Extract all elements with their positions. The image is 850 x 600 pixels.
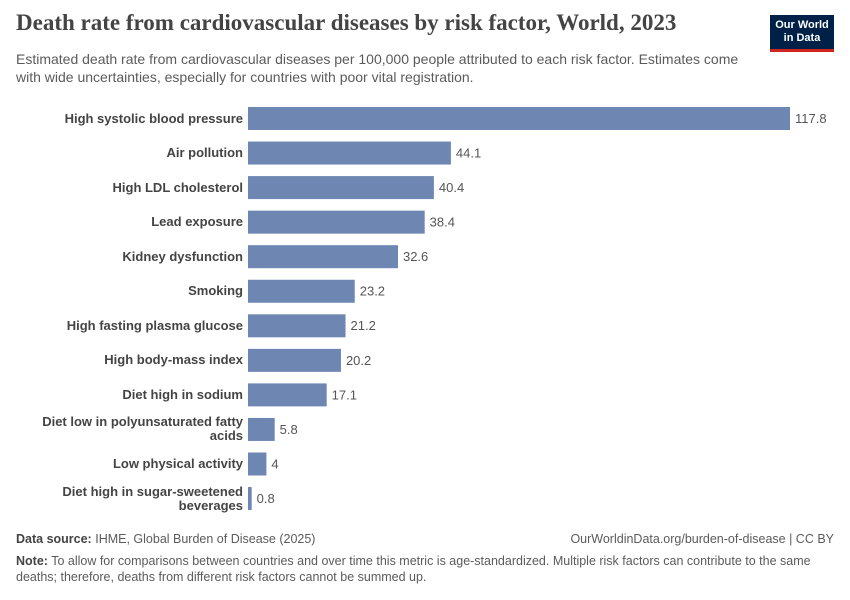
- category-label: Kidney dysfunction: [122, 248, 243, 264]
- logo[interactable]: Our World in Data: [770, 15, 834, 52]
- value-label: 20.2: [346, 353, 371, 368]
- category-label: High LDL cholesterol: [112, 179, 244, 195]
- bar: [248, 210, 425, 234]
- value-label: 17.1: [332, 387, 357, 402]
- category-label: Diet high in sugar-sweetened beverages: [62, 483, 243, 513]
- category-label: Diet high in sodium: [122, 386, 243, 402]
- value-label: 44.1: [456, 145, 481, 160]
- bar: [248, 348, 341, 372]
- note-text: To allow for comparisons between countri…: [16, 554, 811, 584]
- value-label: 23.2: [360, 284, 385, 299]
- bar: [248, 141, 451, 165]
- data-source: Data source: IHME, Global Burden of Dise…: [16, 532, 315, 546]
- source-label: Data source:: [16, 532, 92, 546]
- value-label: 38.4: [430, 215, 455, 230]
- bar: [248, 452, 267, 476]
- chart-subtitle: Estimated death rate from cardiovascular…: [16, 51, 739, 85]
- value-label: 32.6: [403, 249, 428, 264]
- value-label: 21.2: [351, 318, 376, 333]
- value-label: 0.8: [257, 491, 275, 506]
- category-label: High systolic blood pressure: [64, 110, 243, 126]
- value-label: 5.8: [280, 422, 298, 437]
- source-text: IHME, Global Burden of Disease (2025): [95, 532, 316, 546]
- category-label: High body-mass index: [104, 352, 243, 368]
- bar: [248, 314, 346, 338]
- value-label: 40.4: [439, 180, 464, 195]
- bar: [248, 245, 398, 269]
- bar: [248, 417, 275, 441]
- note-label: Note:: [16, 554, 48, 568]
- category-label: High fasting plasma glucose: [66, 317, 243, 333]
- bar: [248, 487, 252, 511]
- category-label: Smoking: [188, 283, 243, 299]
- source-url[interactable]: OurWorldinData.org/burden-of-disease | C…: [570, 532, 834, 546]
- category-label: Diet low in polyunsaturated fatty acids: [42, 414, 243, 444]
- category-label: Air pollution: [166, 145, 243, 161]
- value-label: 4: [271, 456, 278, 471]
- value-label: 117.8: [795, 111, 827, 126]
- category-label: Lead exposure: [151, 214, 243, 230]
- bar: [248, 383, 327, 407]
- note: Note: To allow for comparisons between c…: [16, 553, 816, 585]
- bar: [248, 176, 434, 200]
- bar: [248, 107, 790, 130]
- category-label: Low physical activity: [112, 456, 243, 471]
- bar: [248, 279, 355, 303]
- chart-title: Death rate from cardiovascular diseases …: [16, 10, 677, 35]
